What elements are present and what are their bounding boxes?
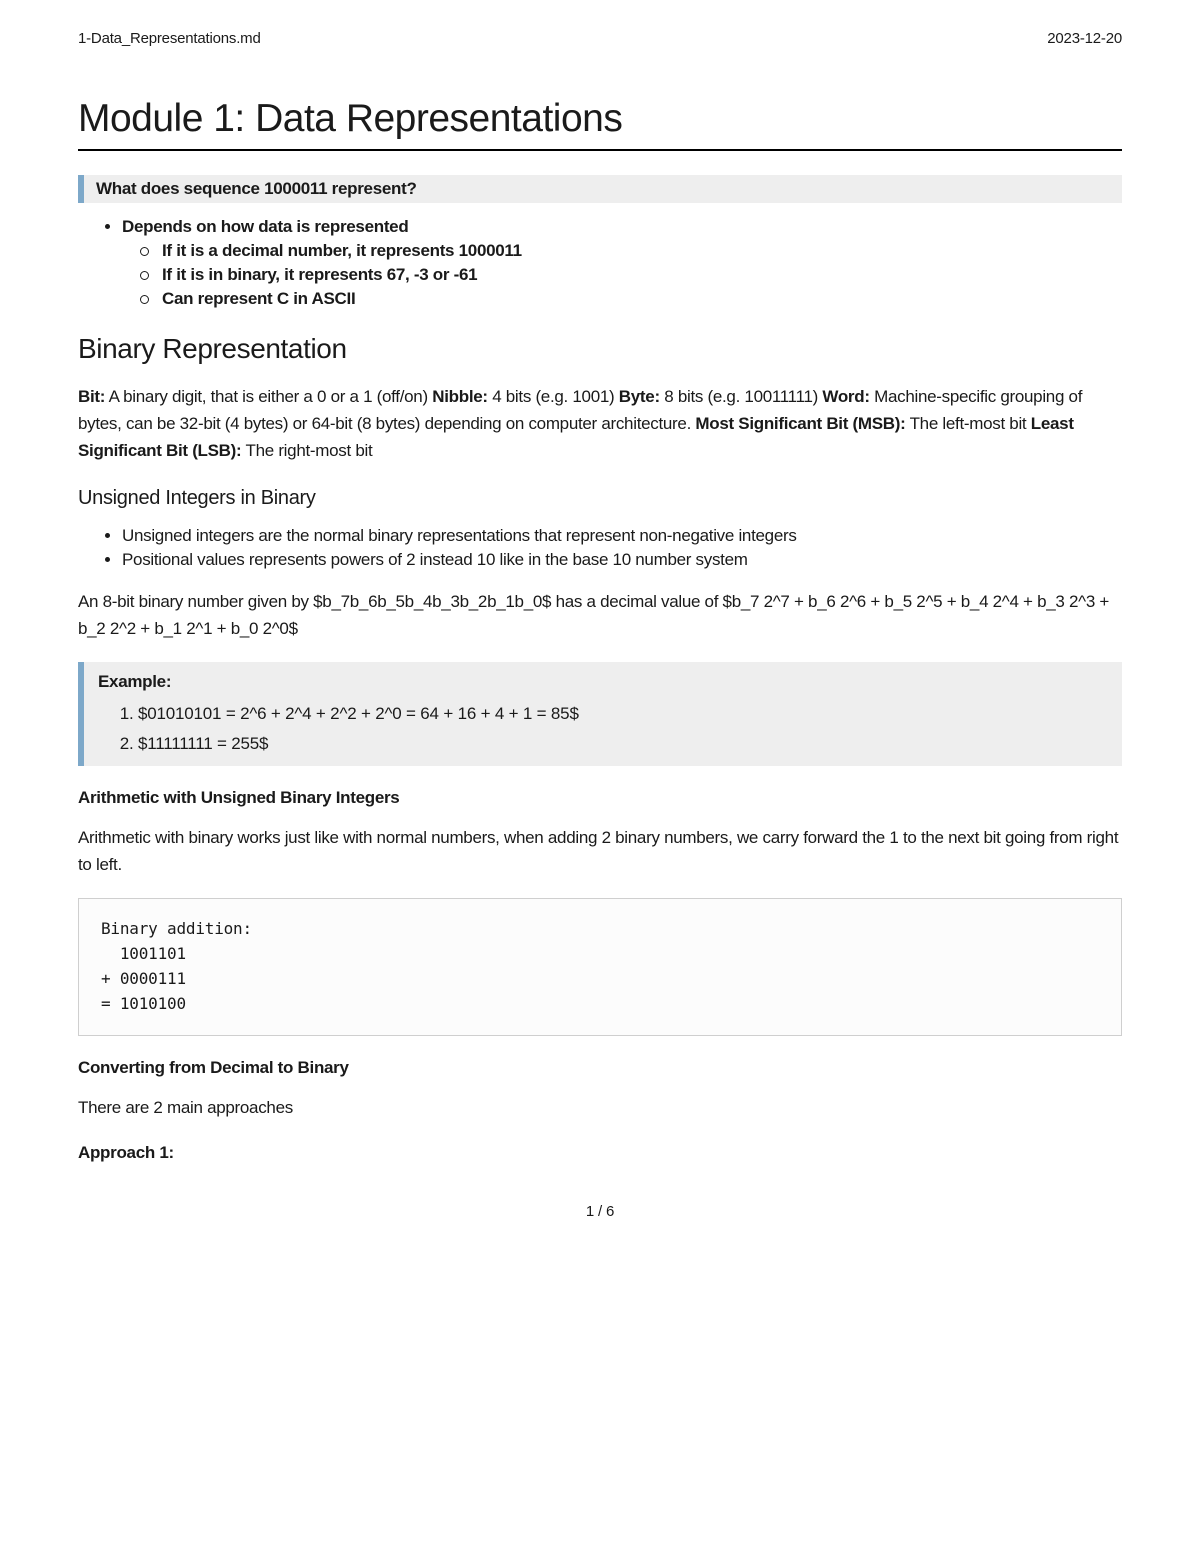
heading-unsigned-integers: Unsigned Integers in Binary	[78, 487, 1122, 510]
def-byte: 8 bits (e.g. 10011111)	[660, 387, 823, 406]
unsigned-list: Unsigned integers are the normal binary …	[78, 526, 1122, 570]
callout-question: What does sequence 1000011 represent?	[78, 175, 1122, 203]
callout-question-text: What does sequence 1000011 represent?	[96, 179, 417, 198]
code-block: Binary addition: 1001101 + 0000111 = 101…	[78, 898, 1122, 1035]
term-bit: Bit:	[78, 387, 105, 406]
heading-binary-representation: Binary Representation	[78, 333, 1122, 365]
document-page: 1-Data_Representations.md 2023-12-20 Mod…	[0, 0, 1200, 1250]
list-item: Unsigned integers are the normal binary …	[122, 526, 1122, 546]
example-label: Example:	[98, 672, 1110, 692]
list-item: $11111111 = 255$	[138, 734, 1110, 754]
term-word: Word:	[822, 387, 869, 406]
callout-example: Example: $01010101 = 2^6 + 2^4 + 2^2 + 2…	[78, 662, 1122, 766]
list-item: If it is in binary, it represents 67, -3…	[162, 265, 1122, 285]
converting-paragraph: There are 2 main approaches	[78, 1094, 1122, 1121]
def-lsb: The right-most bit	[241, 441, 372, 460]
term-nibble: Nibble:	[432, 387, 488, 406]
heading-approach-1: Approach 1:	[78, 1143, 1122, 1163]
def-msb: The left-most bit	[905, 414, 1030, 433]
def-nibble: 4 bits (e.g. 1001)	[488, 387, 619, 406]
page-title: Module 1: Data Representations	[78, 97, 1122, 151]
list-item: $01010101 = 2^6 + 2^4 + 2^2 + 2^0 = 64 +…	[138, 704, 1110, 724]
heading-converting: Converting from Decimal to Binary	[78, 1058, 1122, 1078]
arithmetic-paragraph: Arithmetic with binary works just like w…	[78, 824, 1122, 878]
definitions-paragraph: Bit: A binary digit, that is either a 0 …	[78, 383, 1122, 465]
filename-label: 1-Data_Representations.md	[78, 30, 261, 47]
example-list: $01010101 = 2^6 + 2^4 + 2^2 + 2^0 = 64 +…	[98, 704, 1110, 754]
heading-arithmetic: Arithmetic with Unsigned Binary Integers	[78, 788, 1122, 808]
term-msb: Most Significant Bit (MSB):	[695, 414, 905, 433]
intro-list: Depends on how data is represented If it…	[78, 217, 1122, 309]
list-item: Depends on how data is represented If it…	[122, 217, 1122, 309]
page-number: 1 / 6	[78, 1203, 1122, 1220]
intro-sublist: If it is a decimal number, it represents…	[122, 241, 1122, 309]
list-item: Positional values represents powers of 2…	[122, 550, 1122, 570]
term-byte: Byte:	[619, 387, 660, 406]
page-header: 1-Data_Representations.md 2023-12-20	[78, 30, 1122, 47]
formula-paragraph: An 8-bit binary number given by $b_7b_6b…	[78, 588, 1122, 642]
list-item-text: Depends on how data is represented	[122, 217, 408, 236]
def-bit: A binary digit, that is either a 0 or a …	[105, 387, 432, 406]
list-item: If it is a decimal number, it represents…	[162, 241, 1122, 261]
date-label: 2023-12-20	[1047, 30, 1122, 47]
list-item: Can represent C in ASCII	[162, 289, 1122, 309]
